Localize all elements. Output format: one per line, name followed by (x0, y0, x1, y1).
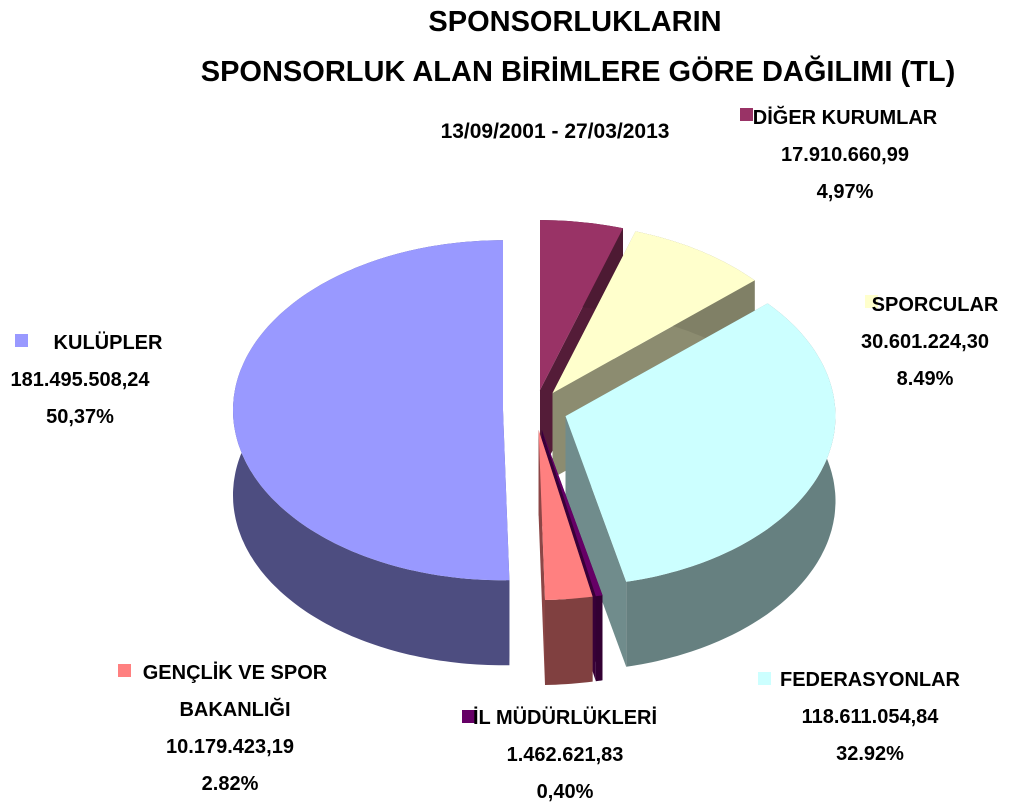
value-label: 10.179.423,19 (166, 736, 294, 758)
slice-wall (545, 596, 593, 685)
value-label: 30.601.224,30 (861, 331, 989, 353)
legend-swatch (118, 664, 131, 677)
slice (538, 430, 593, 600)
slice (552, 231, 755, 394)
slice-face (538, 430, 545, 685)
legend-swatch (758, 672, 771, 685)
slice-wall (595, 595, 603, 682)
percent-label: 4,97% (816, 181, 874, 203)
chart-title: SPONSORLUK ALAN BİRİMLERE GÖRE DAĞILIMI … (200, 56, 956, 88)
category-label: SPORCULAR (871, 294, 999, 316)
slice (541, 429, 603, 597)
legend-swatch (15, 334, 28, 347)
value-label: 17.910.660,99 (781, 144, 909, 166)
slice (540, 220, 623, 391)
chart-subtitle: 13/09/2001 - 27/03/2013 (440, 120, 670, 143)
percent-label: 8.49% (896, 368, 954, 390)
category-label: İL MÜDÜRLÜKLERİ (472, 707, 658, 729)
slice (233, 240, 510, 581)
slice-face (565, 416, 627, 667)
percent-label: 32.92% (836, 743, 904, 765)
percent-label: 50,37% (46, 406, 114, 428)
category-label: KULÜPLER (53, 332, 163, 354)
percent-label: 2.82% (201, 773, 259, 795)
value-label: 1.462.621,83 (506, 744, 624, 766)
percent-label: 0,40% (536, 781, 594, 803)
category-label: GENÇLİK VE SPOR BAKANLIĞI (142, 662, 328, 721)
category-label: DİĞER KURUMLAR (752, 107, 938, 129)
legend-swatch (740, 108, 753, 121)
slice (565, 303, 836, 582)
category-label: FEDERASYONLAR (779, 669, 961, 691)
value-label: 181.495.508,24 (10, 369, 150, 391)
value-label: 118.611.054,84 (801, 706, 939, 728)
chart-title: SPONSORLUKLARIN (428, 6, 722, 38)
legend-swatch (865, 295, 878, 308)
legend-swatch (462, 710, 475, 723)
